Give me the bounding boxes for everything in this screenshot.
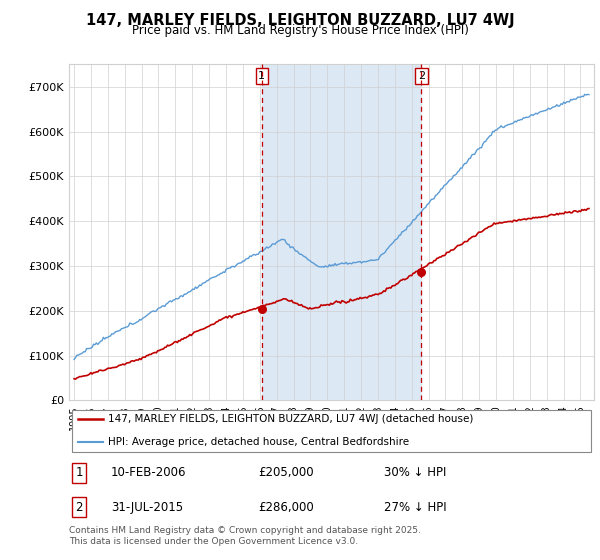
Text: HPI: Average price, detached house, Central Bedfordshire: HPI: Average price, detached house, Cent… (109, 437, 409, 447)
Text: 10-FEB-2006: 10-FEB-2006 (111, 466, 187, 479)
Text: Contains HM Land Registry data © Crown copyright and database right 2025.
This d: Contains HM Land Registry data © Crown c… (69, 526, 421, 546)
Text: 2: 2 (76, 501, 83, 514)
Text: 2: 2 (418, 71, 425, 81)
Bar (262, 64, 421, 400)
Text: 1: 1 (258, 71, 265, 81)
Text: £205,000: £205,000 (258, 466, 314, 479)
Text: 1: 1 (76, 466, 83, 479)
FancyBboxPatch shape (71, 409, 592, 452)
Text: 147, MARLEY FIELDS, LEIGHTON BUZZARD, LU7 4WJ: 147, MARLEY FIELDS, LEIGHTON BUZZARD, LU… (86, 13, 514, 29)
Text: 27% ↓ HPI: 27% ↓ HPI (384, 501, 446, 514)
Text: Price paid vs. HM Land Registry's House Price Index (HPI): Price paid vs. HM Land Registry's House … (131, 24, 469, 37)
Text: 31-JUL-2015: 31-JUL-2015 (111, 501, 183, 514)
Text: £286,000: £286,000 (258, 501, 314, 514)
Text: 30% ↓ HPI: 30% ↓ HPI (384, 466, 446, 479)
Text: 147, MARLEY FIELDS, LEIGHTON BUZZARD, LU7 4WJ (detached house): 147, MARLEY FIELDS, LEIGHTON BUZZARD, LU… (109, 414, 474, 424)
